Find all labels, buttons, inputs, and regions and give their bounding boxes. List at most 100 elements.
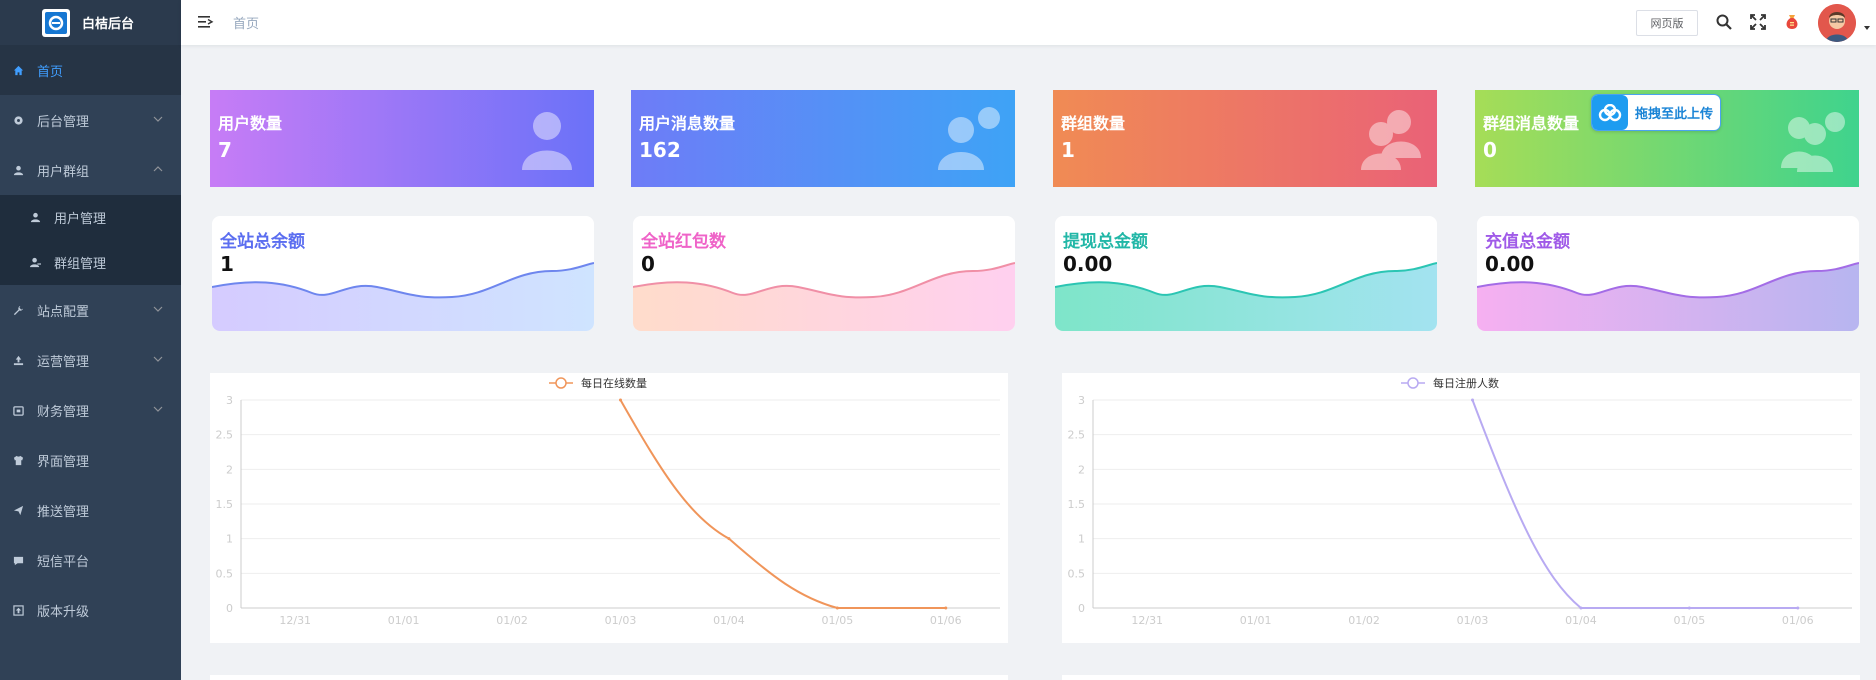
y-tick-label: 2: [1078, 463, 1085, 476]
y-tick-label: 3: [226, 394, 233, 407]
wave-fill: [1055, 263, 1437, 331]
data-point[interactable]: [727, 537, 731, 541]
wave-card-recharges: 充值总金额 0.00: [1477, 216, 1859, 331]
web-version-button[interactable]: 网页版: [1636, 10, 1698, 36]
series-line: [1471, 400, 1798, 609]
baidu-cloud-icon: [1592, 95, 1628, 130]
legend-marker[interactable]: [555, 377, 567, 389]
sidebar-item-site-config[interactable]: 站点配置: [0, 285, 181, 335]
chart-daily-online: 每日在线数量 0 0.5 1 1.5 2 2.5 3 12/31 01/01 01/02 01/03 0…: [210, 373, 1008, 643]
upload-dropzone[interactable]: 拖拽至此上传: [1591, 94, 1721, 131]
sidebar-item-home[interactable]: 首页: [0, 45, 181, 95]
data-point[interactable]: [619, 398, 622, 402]
wave-card-withdrawals: 提现总金额 0.00: [1055, 216, 1437, 331]
panel-edge: [210, 675, 1008, 680]
x-tick-label: 01/04: [713, 614, 745, 627]
shirt-icon: [11, 453, 25, 467]
sidebar-item-label: 版本升级: [37, 604, 90, 620]
line-chart: 每日注册人数 0 0.5 1 1.5 2 2.5 3 12/31 01/01 01/02 01/03 0…: [1068, 376, 1852, 627]
x-tick-label: 01/03: [1457, 614, 1489, 627]
sidebar-item-label: 首页: [37, 64, 64, 80]
x-tick-label: 01/06: [930, 614, 962, 627]
stat-value: 162: [639, 138, 681, 162]
wave-graphic: [212, 262, 594, 331]
x-tick-label: 01/05: [822, 614, 854, 627]
sidebar-item-push[interactable]: 推送管理: [0, 485, 181, 535]
legend-marker[interactable]: [1407, 377, 1419, 389]
home-icon: [11, 63, 25, 77]
upload-dropzone-label: 拖拽至此上传: [1635, 107, 1714, 122]
sidebar-item-operations[interactable]: 运营管理: [0, 335, 181, 385]
gear-icon: [11, 113, 25, 127]
sidebar-item-admin[interactable]: 后台管理: [0, 95, 181, 145]
wrench-icon: [11, 303, 25, 317]
x-tick-label: 12/31: [279, 614, 311, 627]
stat-label: 用户数量: [218, 114, 283, 133]
search-icon[interactable]: [1714, 12, 1734, 32]
sidebar-subitem-user-management[interactable]: 用户管理: [0, 195, 181, 240]
sidebar-item-finance[interactable]: 财务管理: [0, 385, 181, 435]
wave-line: [633, 262, 1015, 299]
data-point[interactable]: [1687, 606, 1691, 610]
sidebar-item-label: 推送管理: [37, 504, 90, 520]
upgrade-icon: [11, 603, 25, 617]
money-bag-icon[interactable]: [1782, 12, 1802, 32]
sidebar-item-label: 界面管理: [37, 454, 90, 470]
sidebar-item-upgrade[interactable]: 版本升级: [0, 585, 181, 635]
wave-card-red-packets: 全站红包数 0: [633, 216, 1015, 331]
sidebar-item-user-group[interactable]: 用户群组: [0, 145, 181, 195]
chart-daily-registrations: 每日注册人数 0 0.5 1 1.5 2 2.5 3 12/31 01/01 01/02 01/03 0…: [1062, 373, 1860, 643]
data-point[interactable]: [835, 606, 839, 610]
x-tick-label: 01/01: [1240, 614, 1272, 627]
series-line: [619, 400, 946, 609]
breadcrumb[interactable]: 首页: [233, 17, 260, 32]
stat-card-users: 用户数量 7: [210, 90, 594, 187]
sidebar-item-label: 短信平台: [37, 554, 90, 570]
stat-label: 群组消息数量: [1483, 114, 1580, 133]
recycle-icon: [11, 353, 25, 367]
group-icon: [28, 256, 42, 270]
sidebar-item-label: 运营管理: [37, 354, 90, 370]
sidebar-subitem-label: 群组管理: [54, 257, 107, 272]
avatar[interactable]: [1818, 4, 1856, 42]
wave-card-value: 0.00: [1485, 252, 1535, 276]
y-tick-label: 0: [226, 602, 233, 615]
wave-card-value: 1: [220, 252, 234, 276]
y-tick-label: 1.5: [1068, 498, 1086, 511]
sidebar-item-sms[interactable]: 短信平台: [0, 535, 181, 585]
stat-value: 7: [218, 138, 232, 162]
y-tick-label: 3: [1078, 394, 1085, 407]
data-point[interactable]: [1796, 606, 1800, 610]
user-icon: [11, 163, 25, 177]
caret-down-icon[interactable]: [1863, 24, 1871, 32]
x-tick-label: 01/03: [605, 614, 637, 627]
chevron-down-icon: [153, 306, 163, 312]
panel-edge: [1062, 675, 1860, 680]
logo-bar[interactable]: 白桔后台: [0, 0, 181, 45]
sidebar-subitem-group-management[interactable]: 群组管理: [0, 240, 181, 285]
legend-label: 每日在线数量: [581, 376, 647, 390]
wave-line: [1055, 262, 1437, 299]
y-tick-label: 1: [226, 533, 233, 546]
y-tick-label: 0.5: [216, 567, 234, 580]
sidebar-item-label: 财务管理: [37, 404, 90, 420]
data-point[interactable]: [1579, 606, 1583, 610]
user-icon: [28, 211, 42, 225]
y-tick-label: 0: [1078, 602, 1085, 615]
wave-fill: [212, 263, 594, 331]
data-point[interactable]: [1471, 398, 1474, 402]
wave-card-value: 0.00: [1063, 252, 1113, 276]
wave-graphic: [1055, 262, 1437, 331]
stat-value: 1: [1061, 138, 1075, 162]
y-tick-label: 2.5: [1068, 429, 1086, 442]
sidebar-item-label: 站点配置: [37, 304, 90, 320]
stat-label: 用户消息数量: [639, 114, 736, 133]
x-tick-label: 01/05: [1674, 614, 1706, 627]
sidebar-item-interface[interactable]: 界面管理: [0, 435, 181, 485]
y-tick-label: 2: [226, 463, 233, 476]
wave-graphic: [1477, 262, 1859, 331]
fullscreen-icon[interactable]: [1748, 12, 1768, 32]
wave-card-label: 提现总金额: [1063, 232, 1148, 252]
data-point[interactable]: [944, 606, 948, 610]
hamburger-icon[interactable]: [197, 13, 215, 31]
